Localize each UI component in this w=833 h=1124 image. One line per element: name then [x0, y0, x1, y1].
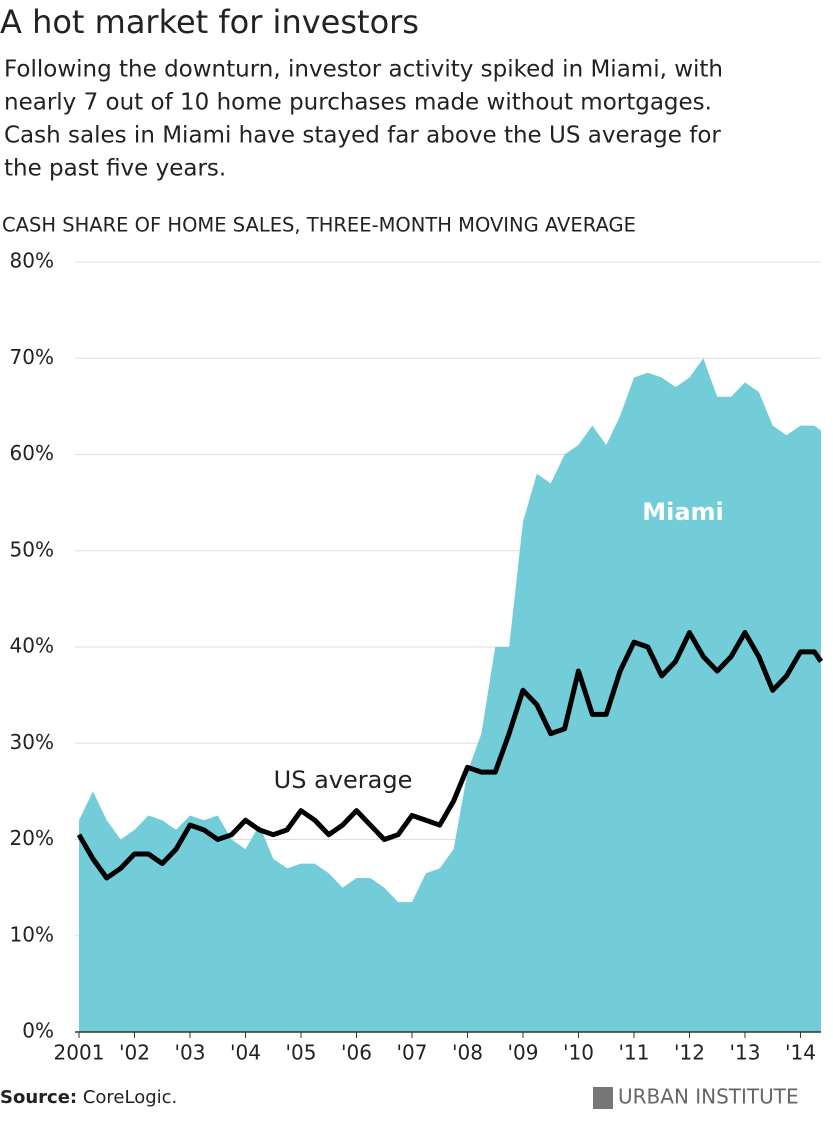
- y-tick-label: 30%: [10, 730, 54, 754]
- y-tick-label: 50%: [10, 537, 54, 561]
- y-tick-label: 10%: [10, 922, 54, 946]
- source: Source: CoreLogic.: [0, 1087, 177, 1108]
- subtitle: nearly 7 out of 10 home purchases made w…: [4, 90, 712, 116]
- x-tick-label: '12: [674, 1041, 705, 1065]
- subtitle: the past five years.: [4, 156, 226, 182]
- x-tick-label: 2001: [54, 1041, 105, 1065]
- line: [76, 630, 824, 881]
- brand: URBAN INSTITUTE: [618, 1085, 799, 1109]
- x-tick-label: '13: [729, 1041, 760, 1065]
- x-tick-label: '08: [452, 1041, 483, 1065]
- brand-logo: [593, 1087, 613, 1109]
- source-label: Source:: [0, 1087, 77, 1108]
- x-tick-label: '09: [508, 1041, 539, 1065]
- x-tick-label: '14: [785, 1041, 816, 1065]
- y-tick-label: 40%: [10, 634, 54, 658]
- x-tick-label: '06: [341, 1041, 372, 1065]
- x-tick-label: '03: [175, 1041, 206, 1065]
- y-tick-label: 60%: [10, 441, 54, 465]
- area: [79, 358, 821, 1032]
- axis-title: CASH SHARE OF HOME SALES, THREE-MONTH MO…: [2, 214, 636, 237]
- x-tick-label: '11: [618, 1041, 649, 1065]
- x-tick-label: '02: [119, 1041, 150, 1065]
- series-label: US average: [274, 766, 413, 794]
- chart-title: A hot market for investors: [0, 3, 419, 41]
- y-tick-label: 0%: [22, 1019, 54, 1043]
- source-text: CoreLogic.: [83, 1087, 177, 1108]
- y-tick-label: 20%: [10, 826, 54, 850]
- x-tick-label: '10: [563, 1041, 594, 1065]
- subtitle: Following the downturn, investor activit…: [4, 57, 723, 83]
- y-tick-label: 70%: [10, 345, 54, 369]
- y-tick-label: 80%: [10, 249, 54, 273]
- x-tick-label: '07: [397, 1041, 428, 1065]
- series-label: Miami: [642, 498, 724, 526]
- x-tick-label: '05: [286, 1041, 317, 1065]
- x-tick-label: '04: [230, 1041, 261, 1065]
- subtitle: Cash sales in Miami have stayed far abov…: [4, 123, 721, 149]
